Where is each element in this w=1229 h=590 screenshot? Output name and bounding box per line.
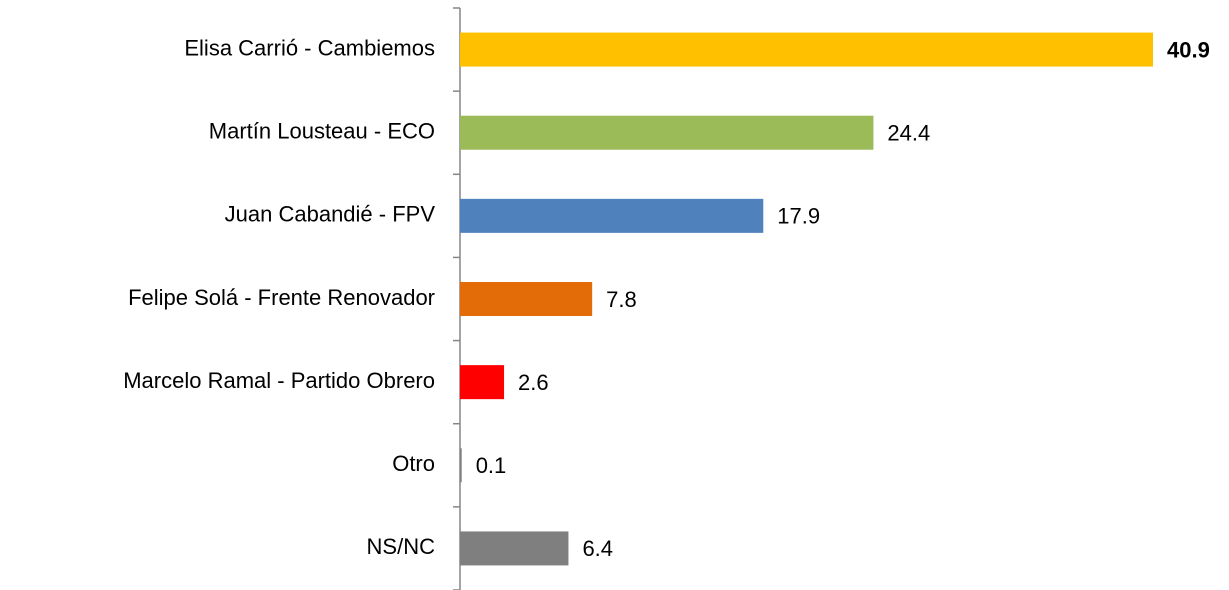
category-label: Marcelo Ramal - Partido Obrero: [123, 368, 435, 393]
category-label: Elisa Carrió - Cambiemos: [184, 35, 435, 60]
bar: [460, 448, 462, 483]
value-label: 17.9: [777, 204, 820, 229]
bar: [460, 32, 1153, 67]
value-label: 6.4: [582, 536, 613, 561]
value-label: 24.4: [887, 121, 930, 146]
category-label: NS/NC: [367, 534, 436, 559]
bar: [460, 198, 764, 233]
category-label: Martín Lousteau - ECO: [209, 119, 435, 144]
value-label: 0.1: [476, 453, 507, 478]
value-label: 2.6: [518, 370, 549, 395]
bar: [460, 531, 569, 566]
bar: [460, 282, 593, 316]
value-label: 40.9: [1167, 37, 1210, 62]
category-label: Otro: [392, 451, 435, 476]
value-label: 7.8: [606, 287, 637, 312]
bar: [460, 365, 505, 400]
category-label: Juan Cabandié - FPV: [225, 202, 436, 227]
category-label: Felipe Solá - Frente Renovador: [128, 285, 435, 310]
bar: [460, 115, 874, 150]
